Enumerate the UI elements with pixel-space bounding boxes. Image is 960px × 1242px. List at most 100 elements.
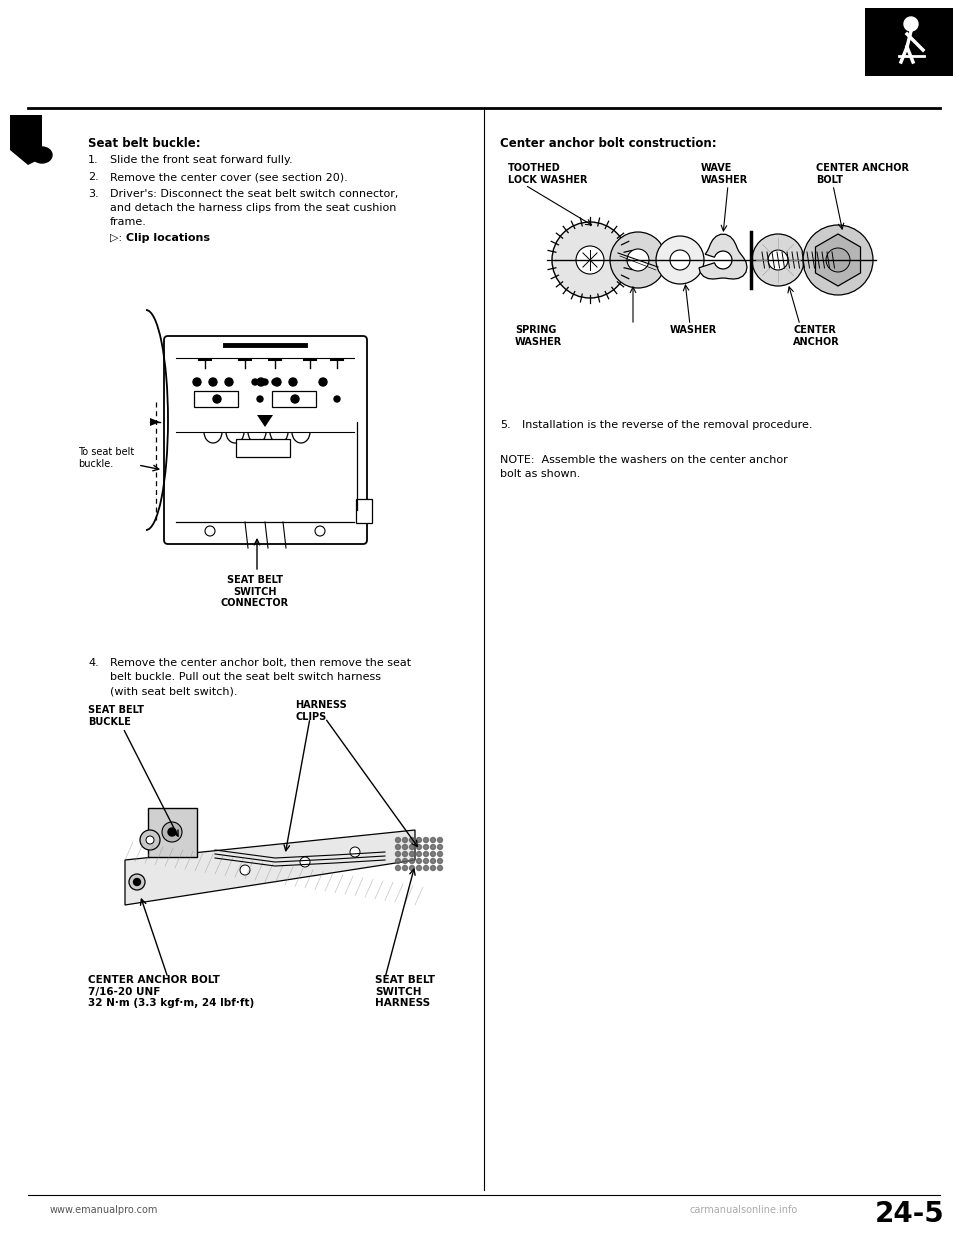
Circle shape <box>438 866 443 871</box>
Circle shape <box>396 858 400 863</box>
Text: SEAT BELT
SWITCH
HARNESS: SEAT BELT SWITCH HARNESS <box>375 975 435 1009</box>
Text: Clip locations: Clip locations <box>126 233 210 243</box>
Circle shape <box>209 378 217 386</box>
Text: SPRING
WASHER: SPRING WASHER <box>515 325 563 347</box>
Circle shape <box>410 866 415 871</box>
Circle shape <box>162 822 182 842</box>
Circle shape <box>402 845 407 850</box>
Circle shape <box>319 378 327 386</box>
Circle shape <box>272 379 278 385</box>
Circle shape <box>334 396 340 402</box>
Circle shape <box>396 866 400 871</box>
Circle shape <box>402 858 407 863</box>
Text: www.emanualpro.com: www.emanualpro.com <box>50 1205 158 1215</box>
Text: 2.: 2. <box>88 171 99 183</box>
Text: bolt as shown.: bolt as shown. <box>500 469 581 479</box>
Circle shape <box>129 874 145 891</box>
Circle shape <box>262 379 268 385</box>
Circle shape <box>350 847 360 857</box>
Circle shape <box>656 236 704 284</box>
Text: 5.: 5. <box>500 420 511 430</box>
FancyBboxPatch shape <box>236 438 290 457</box>
Circle shape <box>438 845 443 850</box>
Text: WAVE
WASHER: WAVE WASHER <box>701 164 748 185</box>
Circle shape <box>410 845 415 850</box>
Circle shape <box>627 248 649 271</box>
Text: and detach the harness clips from the seat cushion: and detach the harness clips from the se… <box>110 202 396 212</box>
Text: Remove the center cover (see section 20).: Remove the center cover (see section 20)… <box>110 171 348 183</box>
Circle shape <box>273 378 281 386</box>
Circle shape <box>133 878 140 886</box>
Circle shape <box>417 858 421 863</box>
Text: Remove the center anchor bolt, then remove the seat: Remove the center anchor bolt, then remo… <box>110 658 411 668</box>
Circle shape <box>291 395 299 402</box>
FancyBboxPatch shape <box>356 499 372 523</box>
Circle shape <box>252 379 258 385</box>
FancyBboxPatch shape <box>194 391 238 407</box>
Circle shape <box>396 845 400 850</box>
Text: Slide the front seat forward fully.: Slide the front seat forward fully. <box>110 155 293 165</box>
Circle shape <box>315 527 325 537</box>
Circle shape <box>402 866 407 871</box>
FancyBboxPatch shape <box>164 337 367 544</box>
Ellipse shape <box>32 147 52 163</box>
Circle shape <box>752 233 804 286</box>
Circle shape <box>430 852 436 857</box>
Circle shape <box>225 378 233 386</box>
Circle shape <box>417 866 421 871</box>
FancyBboxPatch shape <box>148 809 197 857</box>
Circle shape <box>140 830 160 850</box>
Circle shape <box>768 250 788 270</box>
Circle shape <box>289 378 297 386</box>
Circle shape <box>410 852 415 857</box>
FancyBboxPatch shape <box>865 7 953 76</box>
Polygon shape <box>815 233 860 286</box>
Text: belt buckle. Pull out the seat belt switch harness: belt buckle. Pull out the seat belt swit… <box>110 672 381 682</box>
Circle shape <box>410 837 415 842</box>
Circle shape <box>423 837 428 842</box>
Circle shape <box>410 858 415 863</box>
Circle shape <box>576 246 604 274</box>
Text: CENTER
ANCHOR: CENTER ANCHOR <box>793 325 840 347</box>
Circle shape <box>803 225 873 296</box>
Text: HARNESS
CLIPS: HARNESS CLIPS <box>295 700 347 722</box>
Circle shape <box>904 17 918 31</box>
Text: SEAT BELT
BUCKLE: SEAT BELT BUCKLE <box>88 705 144 727</box>
Text: CENTER ANCHOR BOLT
7/16-20 UNF
32 N·m (3.3 kgf·m, 24 lbf·ft): CENTER ANCHOR BOLT 7/16-20 UNF 32 N·m (3… <box>88 975 254 1009</box>
Circle shape <box>423 852 428 857</box>
Text: CENTER ANCHOR
BOLT: CENTER ANCHOR BOLT <box>816 164 909 185</box>
Text: 3.: 3. <box>88 189 99 199</box>
Text: Seat belt buckle:: Seat belt buckle: <box>88 137 201 150</box>
Circle shape <box>193 378 201 386</box>
Circle shape <box>430 858 436 863</box>
Polygon shape <box>150 419 160 426</box>
Circle shape <box>610 232 666 288</box>
Text: WASHER: WASHER <box>670 325 717 335</box>
Circle shape <box>396 837 400 842</box>
Circle shape <box>240 864 250 876</box>
Text: Installation is the reverse of the removal procedure.: Installation is the reverse of the remov… <box>522 420 812 430</box>
Circle shape <box>438 837 443 842</box>
Circle shape <box>438 858 443 863</box>
Circle shape <box>826 248 850 272</box>
Circle shape <box>213 395 221 402</box>
Text: carmanualsonline.info: carmanualsonline.info <box>690 1205 799 1215</box>
Circle shape <box>402 852 407 857</box>
FancyBboxPatch shape <box>272 391 316 407</box>
Circle shape <box>300 857 310 867</box>
Circle shape <box>257 396 263 402</box>
Text: Driver's: Disconnect the seat belt switch connector,: Driver's: Disconnect the seat belt switc… <box>110 189 398 199</box>
Circle shape <box>430 866 436 871</box>
Text: (with seat belt switch).: (with seat belt switch). <box>110 686 237 696</box>
Circle shape <box>430 837 436 842</box>
Circle shape <box>257 378 265 386</box>
Text: 1.: 1. <box>88 155 99 165</box>
Text: SEAT BELT
SWITCH
CONNECTOR: SEAT BELT SWITCH CONNECTOR <box>221 575 289 609</box>
Circle shape <box>417 852 421 857</box>
Text: TOOTHED
LOCK WASHER: TOOTHED LOCK WASHER <box>508 164 588 185</box>
Circle shape <box>423 845 428 850</box>
Circle shape <box>423 858 428 863</box>
Circle shape <box>205 527 215 537</box>
Circle shape <box>396 852 400 857</box>
Polygon shape <box>10 116 42 165</box>
